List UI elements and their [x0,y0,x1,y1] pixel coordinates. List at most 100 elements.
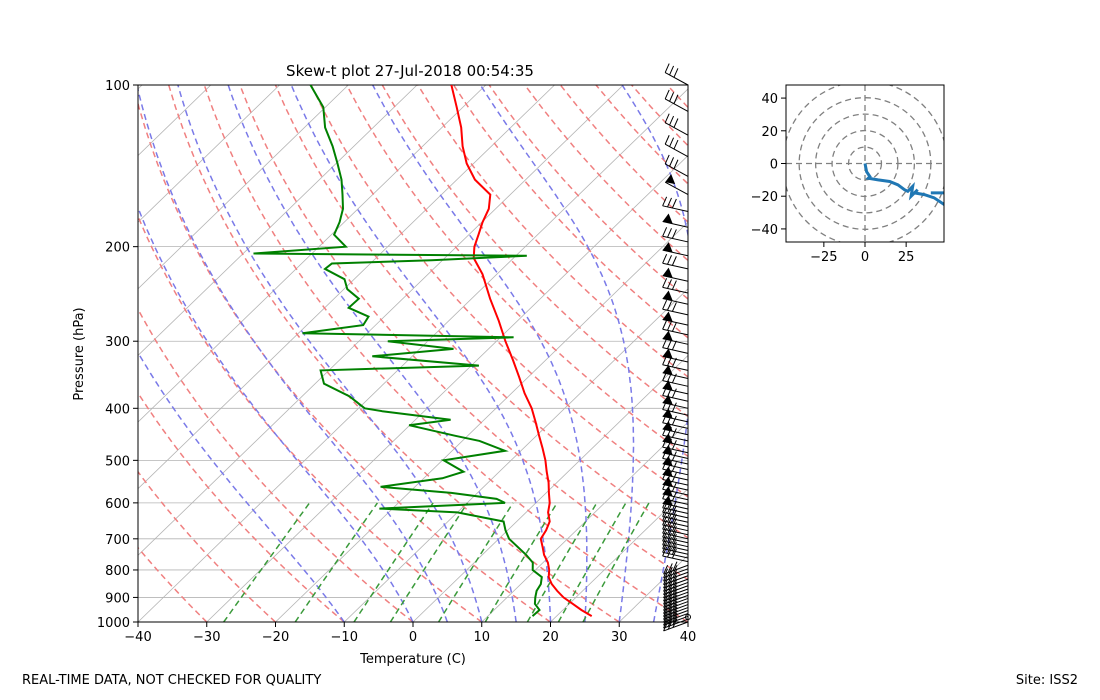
mixing-ratio-line [484,502,558,622]
wind-barb [662,539,689,555]
mixing-ratio-line [353,502,434,622]
range-ring [814,113,916,214]
skewt-grid [138,85,1100,622]
dry-adiabat [417,85,688,378]
dry-adiabat [488,85,688,300]
isotherm-line [343,288,688,622]
dry-adiabat [452,85,688,339]
wind-barb [662,300,689,316]
y-tick-label: 100 [105,79,130,94]
wind-barb [662,543,689,559]
wind-barb [662,364,689,379]
wind-barb [662,444,689,459]
moist-adiabat [290,85,552,622]
x-tick-label: −20 [262,630,289,645]
moist-adiabat [138,86,449,622]
wind-barb [663,561,689,575]
wind-barb [662,394,689,409]
wind-barb [664,113,689,136]
hodograph-trace [863,163,944,207]
moist-adiabat [479,85,635,622]
wind-barb [664,135,689,158]
wind-barb [662,408,689,423]
wind-barb [664,174,689,196]
mixing-ratio-line [294,502,379,622]
wind-barb [662,196,689,212]
x-axis-label: Temperature (C) [359,652,466,667]
hodo-y-tick-label: −20 [751,190,778,205]
x-tick-label: −30 [193,630,220,645]
hodo-y-tick-label: 0 [770,158,778,173]
wind-barb [662,227,689,243]
dry-adiabat [138,214,483,622]
x-tick-label: 30 [611,630,628,645]
x-tick-label: −40 [124,630,151,645]
isotherm-line [138,85,349,290]
wind-barb [662,535,689,552]
isotherm-line [412,354,688,622]
wind-barb [662,338,689,354]
wind-barb [664,154,689,177]
wind-barb [664,63,689,86]
isotherm-line [138,85,555,490]
y-tick-label: 200 [105,241,130,256]
hodo-y-tick-label: 20 [761,125,778,140]
moist-adiabat [138,351,345,622]
wind-barb [662,476,689,491]
dry-adiabat [346,85,688,458]
dry-adiabat [203,85,688,622]
hodograph: −25 0 25 −40 −20 0 20 40 [751,84,945,265]
hodograph-plot-area [786,85,944,242]
quality-disclaimer: REAL-TIME DATA, NOT CHECKED FOR QUALITY [22,673,322,688]
y-tick-label: 400 [105,402,130,417]
y-tick-label: 1000 [97,616,130,631]
wind-barb [662,311,689,326]
dry-adiabat [138,546,208,622]
x-tick-label: 20 [542,630,559,645]
y-tick-label: 900 [105,591,130,606]
hodo-x-tick-label: 0 [861,250,869,265]
temperature-profile [450,85,593,617]
skewt-series [253,85,593,617]
wind-barb [662,421,689,436]
wind-barb [662,380,689,395]
dry-adiabat [381,85,688,418]
hodo-x-tick-label: −25 [810,250,837,265]
mixing-ratio-line [437,502,514,622]
x-tick-label: 0 [409,630,417,645]
mixing-ratio-line [582,502,650,622]
y-axis-label: Pressure (hPa) [72,307,87,400]
y-tick-label: 700 [105,533,130,548]
dry-adiabat [138,100,551,622]
wind-barb [662,348,689,363]
isotherm-line [618,554,688,622]
wind-barb [664,89,689,112]
dry-adiabat [738,85,1100,622]
calm-wind-marker [685,614,691,620]
dry-adiabat [703,85,1100,622]
isotherm-line [481,421,688,622]
dry-adiabat [167,85,620,622]
moist-adiabat [138,205,414,622]
hodo-y-tick-label: 40 [761,92,778,107]
isotherm-line [206,155,688,622]
moist-adiabat [227,85,517,622]
dry-adiabat [239,85,688,581]
y-tick-label: 600 [105,497,130,512]
wind-barb [663,618,689,632]
isotherm-line [138,85,487,423]
dry-adiabat [666,85,688,109]
isotherm-line [687,621,688,622]
isotherm-line [275,221,688,622]
dry-adiabat [138,307,414,622]
wind-barb [662,455,689,470]
isotherm-line [138,85,280,223]
y-tick-label: 300 [105,335,130,350]
dry-adiabat [774,85,1100,622]
isotherm-line [138,85,418,357]
wind-barb [662,433,689,448]
mixing-ratio-line [223,502,311,622]
isotherm-line [138,85,624,556]
dry-adiabat [524,85,688,262]
